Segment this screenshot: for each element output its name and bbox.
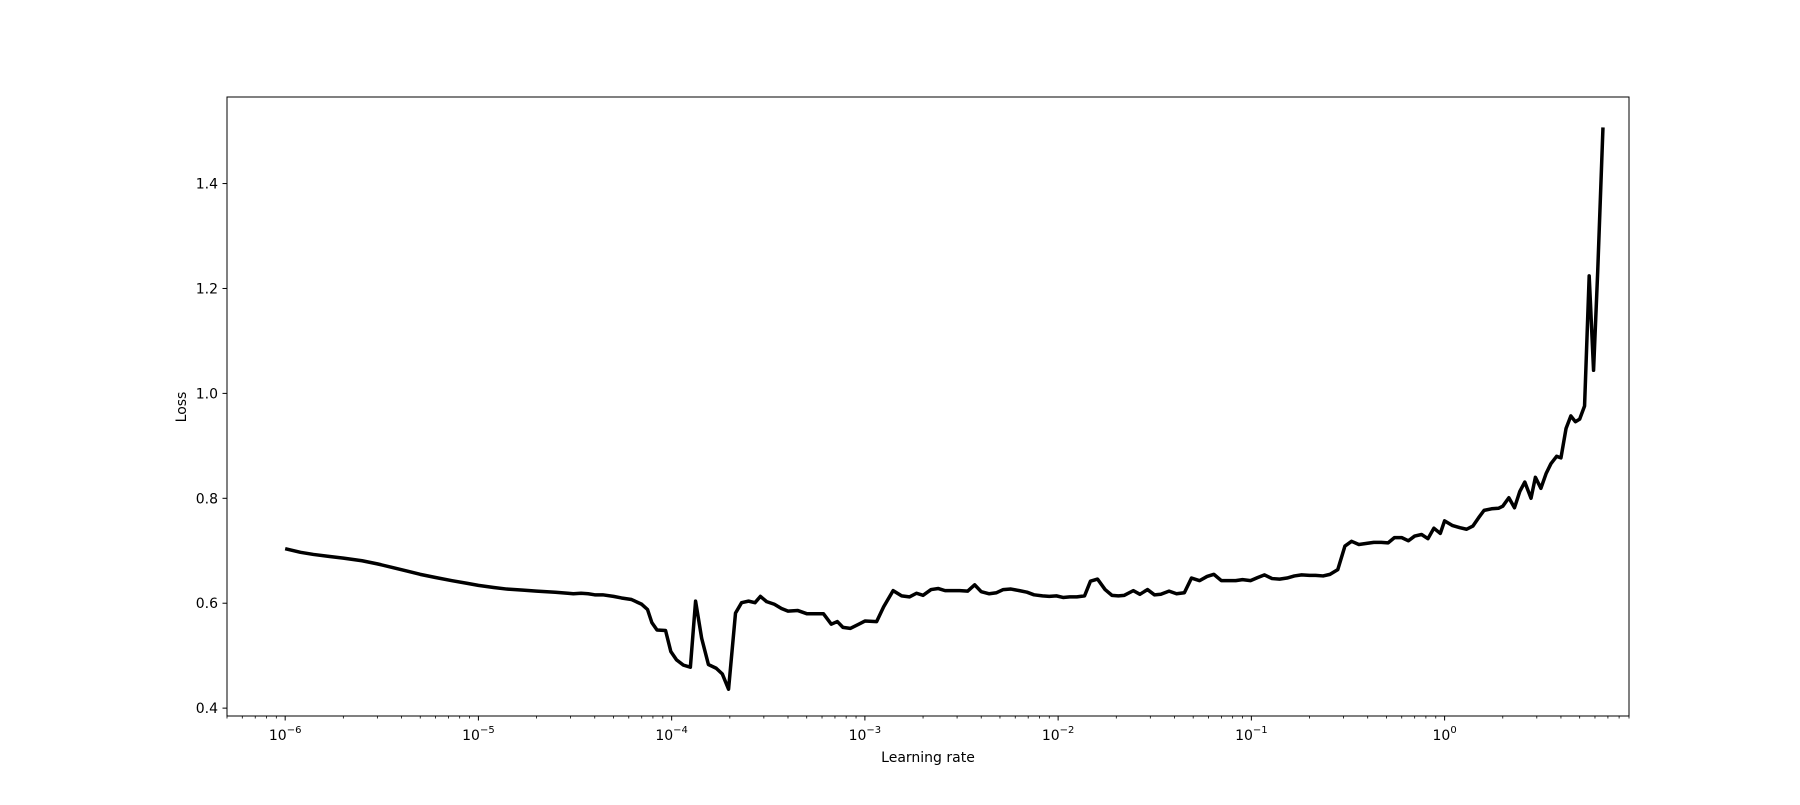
- x-tick-label: 10−1: [1235, 725, 1268, 744]
- plot-frame: [227, 97, 1629, 716]
- x-tick-label: 10−4: [655, 725, 688, 744]
- y-tick-label: 1.0: [196, 386, 218, 402]
- x-axis-label: Learning rate: [881, 750, 975, 766]
- y-axis-label: Loss: [174, 392, 190, 423]
- y-tick-label: 0.8: [196, 491, 218, 507]
- x-axis-ticks: 10−6 10−5 10−4 10−3 10−2 10−1 100: [227, 716, 1629, 744]
- y-tick-label: 0.6: [196, 596, 218, 612]
- loss-series-line: [285, 127, 1603, 689]
- series-layer: [285, 127, 1603, 689]
- y-tick-label: 1.4: [196, 177, 218, 193]
- y-tick-label: 0.4: [196, 701, 218, 717]
- x-tick-label: 10−2: [1042, 725, 1075, 744]
- y-axis-ticks: 0.4 0.6 0.8 1.0 1.2 1.4: [196, 177, 227, 718]
- x-tick-label: 100: [1433, 725, 1457, 744]
- x-tick-label: 10−3: [849, 725, 882, 744]
- x-tick-label: 10−5: [462, 725, 495, 744]
- x-tick-label: 10−6: [269, 725, 302, 744]
- y-tick-label: 1.2: [196, 281, 218, 297]
